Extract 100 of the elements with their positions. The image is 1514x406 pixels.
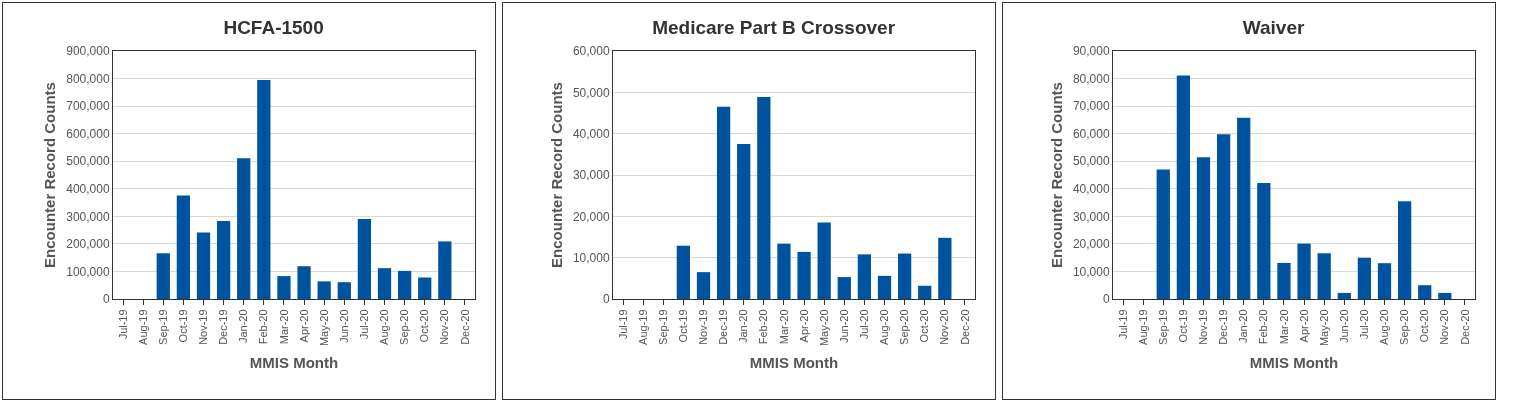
y-tick-label: 0 [102, 292, 110, 307]
y-tick-label: 700,000 [66, 99, 110, 114]
x-tick-label: Sep-20 [1398, 309, 1411, 345]
x-tick-label: Jun-20 [1337, 309, 1350, 344]
bar [737, 144, 751, 299]
x-tick-label: Feb-20 [257, 309, 270, 345]
bar [317, 281, 331, 299]
x-tick-label: Feb-20 [1257, 309, 1270, 345]
y-tick-label: 20,000 [1072, 237, 1110, 252]
x-tick-label: May-20 [1317, 309, 1330, 347]
x-tick-label: Nov-19 [697, 309, 710, 345]
bar [277, 276, 291, 299]
bar [1297, 243, 1311, 299]
y-tick-label: 40,000 [572, 126, 610, 141]
y-tick-label: 50,000 [572, 85, 610, 100]
y-tick-label: 60,000 [572, 44, 610, 59]
x-axis-title: MMIS Month [749, 354, 839, 372]
bar [696, 272, 711, 299]
bar [817, 222, 831, 299]
y-tick-label: 800,000 [66, 71, 110, 86]
x-tick-label: Dec-20 [1458, 309, 1471, 345]
bar [716, 106, 731, 299]
x-tick-label: Jul-20 [1357, 309, 1370, 340]
x-tick-label: Dec-20 [458, 309, 471, 345]
y-tick-label: 80,000 [1072, 71, 1110, 86]
x-tick-label: Jul-20 [357, 309, 370, 340]
x-tick-label: Oct-19 [176, 309, 189, 343]
x-tick-label: Oct-19 [1176, 309, 1189, 343]
x-tick-label: Aug-20 [1378, 309, 1391, 345]
x-tick-label: Oct-20 [418, 309, 431, 343]
y-tick-label: 70,000 [1072, 99, 1110, 114]
x-tick-label: Jul-19 [1116, 309, 1129, 340]
bar [1196, 157, 1211, 299]
x-axis-title: MMIS Month [249, 354, 339, 372]
bar [196, 232, 211, 299]
bar [156, 253, 170, 299]
y-tick-label: 200,000 [66, 237, 110, 252]
bar [337, 282, 351, 299]
x-tick-label: Nov-20 [938, 309, 951, 345]
x-tick-label: Jul-19 [616, 309, 629, 340]
x-tick-label: Nov-19 [1197, 309, 1210, 345]
x-tick-label: Aug-19 [636, 309, 649, 345]
y-axis-title: Encounter Record Counts [548, 82, 566, 268]
x-tick-label: Mar-20 [1277, 309, 1290, 345]
bar [676, 245, 691, 299]
bar [397, 270, 412, 299]
bar [777, 243, 791, 299]
bar [1237, 117, 1251, 299]
x-tick-label: Mar-20 [777, 309, 790, 345]
bar [237, 158, 251, 299]
y-axis-title: Encounter Record Counts [1048, 82, 1066, 268]
x-tick-label: Jul-20 [857, 309, 870, 340]
x-tick-label: Jan-20 [737, 309, 750, 344]
x-tick-label: Dec-20 [958, 309, 971, 345]
y-tick-label: 30,000 [1072, 209, 1110, 224]
x-tick-label: Oct-20 [918, 309, 931, 343]
bar [438, 241, 452, 299]
x-tick-label: Jan-20 [1237, 309, 1250, 344]
bar [918, 285, 932, 299]
bar [797, 251, 811, 299]
y-tick-label: 300,000 [66, 209, 110, 224]
x-tick-label: Dec-19 [1217, 309, 1230, 345]
bar [857, 254, 872, 299]
bar [357, 219, 372, 299]
x-tick-label: Aug-19 [136, 309, 149, 345]
x-tick-label: Oct-19 [676, 309, 689, 343]
x-tick-label: Sep-20 [398, 309, 411, 345]
bar [1377, 263, 1392, 299]
x-tick-label: Jan-20 [237, 309, 250, 344]
bar [1156, 169, 1170, 299]
bar [1317, 253, 1331, 299]
x-tick-label: Dec-19 [217, 309, 230, 345]
y-tick-label: 400,000 [66, 181, 110, 196]
y-axis-title: Encounter Record Counts [41, 82, 59, 268]
bar [1418, 285, 1432, 299]
x-tick-label: Sep-19 [1156, 309, 1169, 345]
y-tick-label: 20,000 [572, 209, 610, 224]
bar [1277, 262, 1291, 299]
y-tick-label: 0 [1102, 292, 1110, 307]
y-tick-label: 40,000 [1072, 181, 1110, 196]
x-tick-label: Feb-20 [757, 309, 770, 345]
bar [1176, 75, 1191, 299]
x-tick-label: Nov-20 [1438, 309, 1451, 345]
bar [257, 79, 271, 299]
x-tick-label: Nov-20 [438, 309, 451, 345]
y-tick-label: 50,000 [1072, 154, 1110, 169]
x-axis-title: MMIS Month [1249, 354, 1339, 372]
y-tick-label: 60,000 [1072, 126, 1110, 141]
bar [1438, 292, 1452, 299]
x-tick-label: Oct-20 [1418, 309, 1431, 343]
x-tick-label: Nov-19 [197, 309, 210, 345]
x-tick-label: Sep-19 [656, 309, 669, 345]
x-tick-label: May-20 [817, 309, 830, 347]
bar [1357, 257, 1372, 299]
y-tick-label: 0 [602, 292, 610, 307]
x-tick-label: Aug-20 [378, 309, 391, 345]
x-tick-label: Dec-19 [717, 309, 730, 345]
bar [897, 253, 912, 299]
bar [1257, 182, 1271, 299]
bar [938, 237, 952, 299]
